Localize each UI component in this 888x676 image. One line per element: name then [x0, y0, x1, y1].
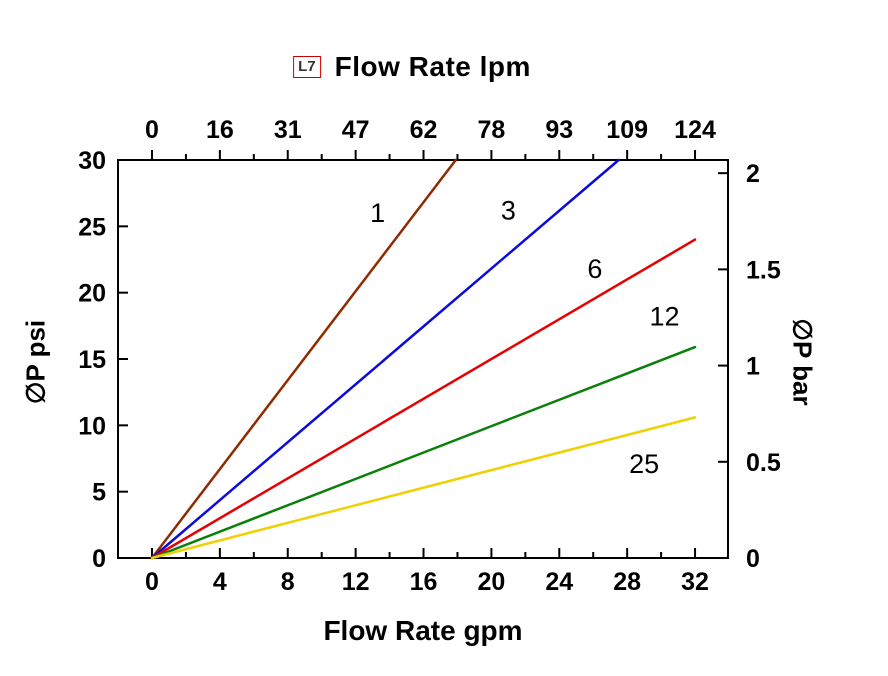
- x-tick-label-lpm: 78: [477, 116, 505, 144]
- series-line-25: [150, 416, 697, 560]
- series-label-1: 1: [370, 198, 385, 228]
- x-tick-label-gpm: 8: [281, 568, 295, 596]
- y-axis-title-right: ∅P bar: [787, 318, 818, 406]
- x-tick-label-lpm: 93: [545, 116, 573, 144]
- y-tick-label-bar: 2: [746, 160, 760, 188]
- x-tick-label-gpm: 12: [342, 568, 370, 596]
- x-tick-label-lpm: 16: [206, 116, 234, 144]
- series-line-6: [150, 238, 697, 560]
- series-label-25: 25: [629, 449, 659, 479]
- chart-title: L7 Flow Rate lpm: [293, 51, 531, 83]
- y-tick-label-psi: 5: [92, 479, 106, 507]
- legend-box-l7: L7: [293, 56, 321, 78]
- x-tick-label-lpm: 124: [674, 116, 716, 144]
- series-label-3: 3: [501, 195, 516, 225]
- x-tick-label-gpm: 32: [681, 568, 709, 596]
- y-axis-title-left: ∅P psi: [20, 319, 51, 405]
- series-line-1: [150, 158, 458, 560]
- x-tick-label-lpm: 31: [274, 116, 302, 144]
- y-tick-label-bar: 1.5: [746, 256, 781, 284]
- y-tick-label-bar: 0.5: [746, 449, 781, 477]
- x-tick-label-lpm: 62: [410, 116, 438, 144]
- series-label-6: 6: [587, 254, 602, 284]
- series-line-12: [150, 345, 697, 560]
- x-tick-label-gpm: 0: [145, 568, 159, 596]
- x-tick-label-lpm: 109: [606, 116, 648, 144]
- plot-border: [117, 159, 729, 559]
- x-axis-title-bottom: Flow Rate gpm: [323, 615, 523, 646]
- x-tick-label-lpm: 0: [145, 116, 159, 144]
- y-tick-label-bar: 1: [746, 353, 760, 381]
- x-tick-label-gpm: 4: [213, 568, 227, 596]
- x-tick-label-gpm: 20: [477, 568, 505, 596]
- y-tick-label-psi: 20: [78, 280, 106, 308]
- series-label-12: 12: [649, 302, 679, 332]
- y-tick-label-bar: 0: [746, 545, 760, 573]
- x-tick-label-gpm: 24: [545, 568, 573, 596]
- y-tick-label-psi: 10: [78, 412, 106, 440]
- x-tick-label-gpm: 28: [613, 568, 641, 596]
- x-tick-label-lpm: 47: [342, 116, 370, 144]
- series-line-3: [150, 158, 620, 560]
- y-tick-label-psi: 30: [78, 147, 106, 175]
- x-tick-label-gpm: 16: [410, 568, 438, 596]
- y-tick-label-psi: 0: [92, 545, 106, 573]
- y-tick-label-psi: 15: [78, 346, 106, 374]
- y-tick-label-psi: 25: [78, 213, 106, 241]
- chart-title-text: Flow Rate lpm: [334, 51, 531, 82]
